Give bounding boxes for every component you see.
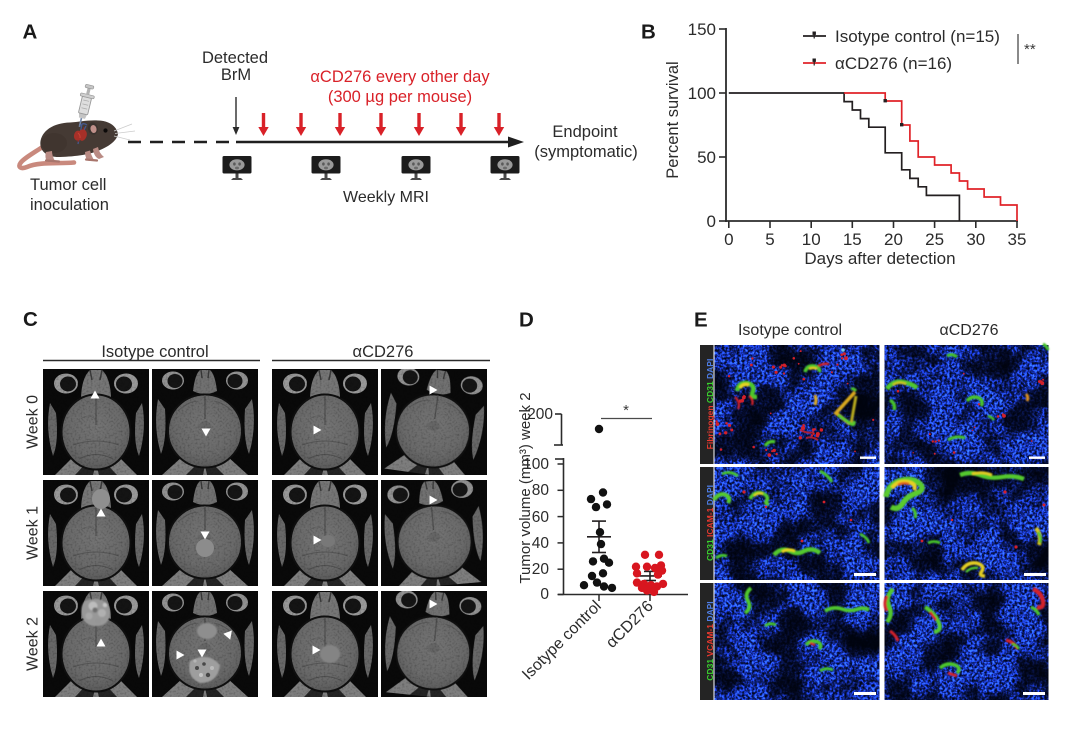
svg-text:A: A bbox=[23, 21, 38, 44]
svg-text:60: 60 bbox=[532, 509, 550, 526]
svg-text:20: 20 bbox=[532, 561, 550, 578]
svg-text:80: 80 bbox=[532, 482, 550, 499]
svg-text:Isotype control: Isotype control bbox=[519, 598, 605, 684]
svg-text:Fibrinogen CD31 DAPI: Fibrinogen CD31 DAPI bbox=[705, 359, 715, 450]
svg-text:5: 5 bbox=[765, 230, 774, 249]
svg-text:Tumor cell: Tumor cell bbox=[30, 176, 106, 194]
svg-text:0: 0 bbox=[540, 586, 549, 603]
svg-text:100: 100 bbox=[688, 84, 716, 103]
svg-text:C: C bbox=[23, 308, 38, 331]
svg-text:(300 µg per mouse): (300 µg per mouse) bbox=[328, 88, 472, 106]
svg-text:Detected: Detected bbox=[202, 49, 268, 67]
svg-text:35: 35 bbox=[1008, 230, 1027, 249]
svg-text:200: 200 bbox=[527, 406, 553, 423]
svg-text:20: 20 bbox=[884, 230, 903, 249]
svg-text:Week 0: Week 0 bbox=[25, 395, 42, 449]
svg-text:αCD276: αCD276 bbox=[603, 598, 657, 652]
svg-text:inoculation: inoculation bbox=[30, 196, 109, 214]
svg-text:(symptomatic): (symptomatic) bbox=[534, 143, 638, 161]
svg-text:Percent survival: Percent survival bbox=[664, 61, 682, 178]
svg-text:25: 25 bbox=[925, 230, 944, 249]
svg-text:30: 30 bbox=[966, 230, 985, 249]
svg-text:0: 0 bbox=[724, 230, 733, 249]
svg-text:50: 50 bbox=[697, 148, 716, 167]
svg-text:Tumor volume (mm³) week 2: Tumor volume (mm³) week 2 bbox=[517, 392, 534, 583]
svg-text:0: 0 bbox=[707, 212, 716, 231]
svg-text:αCD276 every other day: αCD276 every other day bbox=[310, 68, 490, 86]
svg-text:Isotype control: Isotype control bbox=[738, 322, 842, 339]
svg-text:*: * bbox=[623, 402, 629, 419]
svg-text:15: 15 bbox=[843, 230, 862, 249]
svg-text:CD31 ICAM-1 DAPI: CD31 ICAM-1 DAPI bbox=[705, 485, 715, 561]
svg-text:Endpoint: Endpoint bbox=[552, 123, 618, 141]
svg-text:**: ** bbox=[1024, 41, 1036, 58]
svg-text:Isotype control (n=15): Isotype control (n=15) bbox=[835, 27, 1000, 46]
svg-text:10: 10 bbox=[802, 230, 821, 249]
svg-text:αCD276: αCD276 bbox=[939, 322, 998, 339]
svg-text:Week 2: Week 2 bbox=[25, 617, 42, 671]
svg-text:150: 150 bbox=[688, 20, 716, 39]
svg-text:Days after detection: Days after detection bbox=[804, 249, 955, 268]
svg-text:BrM: BrM bbox=[221, 66, 251, 84]
svg-text:αCD276 (n=16): αCD276 (n=16) bbox=[835, 54, 952, 73]
svg-text:40: 40 bbox=[532, 535, 550, 552]
svg-text:D: D bbox=[519, 309, 534, 332]
svg-text:B: B bbox=[641, 21, 656, 44]
svg-text:CD31 VCAM-1 DAPI: CD31 VCAM-1 DAPI bbox=[705, 601, 715, 680]
svg-text:100: 100 bbox=[523, 456, 549, 473]
svg-text:αCD276: αCD276 bbox=[353, 343, 414, 361]
svg-text:Isotype control: Isotype control bbox=[101, 343, 208, 361]
svg-text:E: E bbox=[694, 309, 708, 332]
svg-text:Weekly MRI: Weekly MRI bbox=[343, 189, 429, 206]
svg-text:Week 1: Week 1 bbox=[25, 506, 42, 560]
